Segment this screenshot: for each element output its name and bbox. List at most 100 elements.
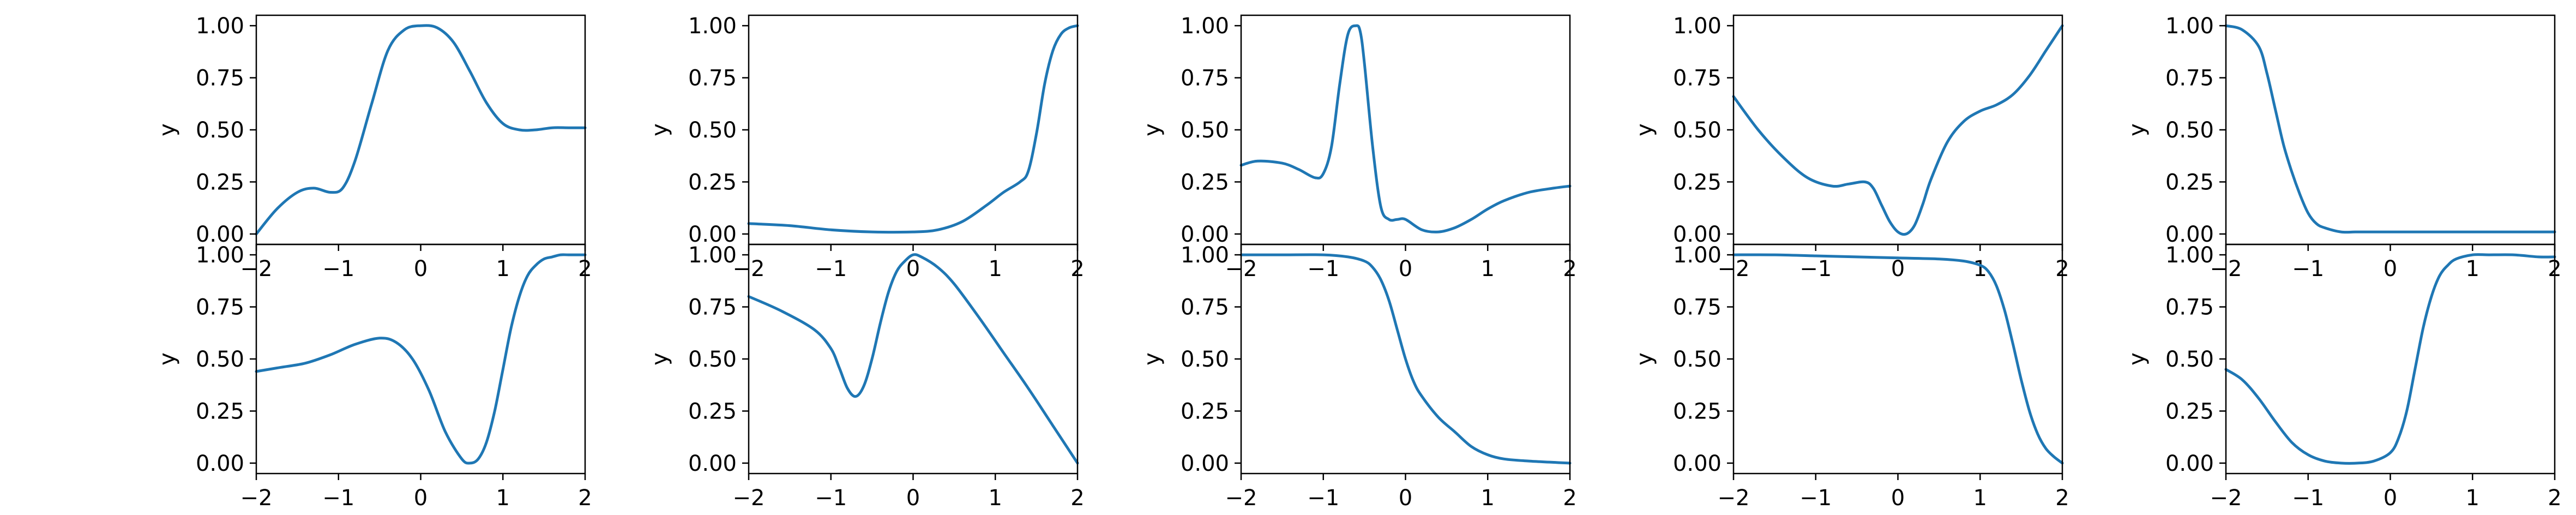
y-axis-label: y <box>155 123 180 136</box>
y-tick-label: 0.75 <box>1181 66 1229 91</box>
y-tick-label: 1.00 <box>196 243 244 268</box>
y-tick-label: 0.50 <box>1673 347 1722 372</box>
subplot-r1-c4: 0.00 0.25 0.50 0.75 1.00 −2 −1 0 1 2 y <box>2124 243 2562 511</box>
x-tick-label: 1 <box>1973 486 1987 511</box>
y-tick-label: 0.50 <box>196 347 244 372</box>
x-tick-label: 2 <box>2548 486 2561 511</box>
series-line <box>1732 253 2064 465</box>
axes-frame <box>1732 14 2063 245</box>
x-tick-label: 1 <box>496 486 510 511</box>
y-tick-label: 0.50 <box>688 118 737 143</box>
y-tick-label: 0.50 <box>1673 118 1722 143</box>
y-tick-label: 0.25 <box>2165 170 2214 195</box>
y-tick-label: 0.25 <box>196 170 244 195</box>
x-tick-label: 1 <box>2466 256 2479 282</box>
x-tick-label: −1 <box>1799 256 1832 282</box>
x-tick-label: −1 <box>1799 486 1832 511</box>
x-tick-label: 0 <box>1399 486 1412 511</box>
y-tick-label: 0.75 <box>1181 295 1229 320</box>
subplot-r0-c3: 0.000.250.500.751.00−2 −1 0 1 2y <box>1632 14 2069 282</box>
series-line <box>747 24 1079 234</box>
x-tick-label: 1 <box>989 256 1002 282</box>
y-tick-label: 0.75 <box>2165 66 2214 91</box>
y-tick-label: 1.00 <box>1673 14 1722 39</box>
x-tick-label: −2 <box>240 486 273 511</box>
y-tick-label: 1.00 <box>688 243 737 268</box>
y-tick-label: 0.00 <box>196 451 244 476</box>
series-line <box>255 24 587 236</box>
y-tick-label: 0.00 <box>1673 451 1722 476</box>
x-tick-label: −1 <box>1307 486 1339 511</box>
x-tick-label: 0 <box>1891 256 1905 282</box>
y-tick-label: 1.00 <box>1673 243 1722 268</box>
series-line <box>1239 253 1572 465</box>
axes-frame <box>2225 14 2556 245</box>
y-tick-label: 0.50 <box>196 118 244 143</box>
x-tick-label: −2 <box>1718 486 1750 511</box>
subplot-r1-c0: 0.00 0.25 0.50 0.75 1.00 −2 −1 0 1 2 y <box>155 243 592 511</box>
x-tick-label: −1 <box>2292 256 2324 282</box>
x-tick-label: 1 <box>1481 486 1495 511</box>
x-tick-label: −1 <box>815 256 847 282</box>
subplot-r1-c3: 0.00 0.25 0.50 0.75 1.00 −2 −1 0 1 2 y <box>1632 243 2069 511</box>
y-tick-label: 0.75 <box>196 295 244 320</box>
x-tick-label: −2 <box>733 486 765 511</box>
y-tick-label: 0.25 <box>196 399 244 424</box>
x-tick-label: 0 <box>1891 486 1905 511</box>
y-tick-label: 0.75 <box>688 66 737 91</box>
y-axis-label: y <box>647 123 672 136</box>
y-tick-label: 0.50 <box>2165 118 2214 143</box>
y-tick-label: 0.25 <box>1181 399 1229 424</box>
x-tick-label: 0 <box>414 256 428 282</box>
y-tick-label: 0.25 <box>1673 170 1722 195</box>
y-axis-label: y <box>2124 352 2150 366</box>
y-tick-label: 1.00 <box>196 14 244 39</box>
y-tick-label: 0.00 <box>1673 222 1722 247</box>
subplot-r0-c0: 0.000.250.500.751.00−2 −1 0 1 2y <box>155 14 592 282</box>
y-tick-label: 0.00 <box>196 222 244 247</box>
y-tick-label: 1.00 <box>1181 14 1229 39</box>
y-tick-label: 0.00 <box>1181 451 1229 476</box>
subplot-r0-c4: 0.000.250.500.751.00−2 −1 0 1 2y <box>2124 14 2562 282</box>
y-tick-label: 1.00 <box>688 14 737 39</box>
y-axis-label: y <box>1632 123 1657 136</box>
series-line <box>747 253 1079 465</box>
y-tick-label: 1.00 <box>1181 243 1229 268</box>
y-tick-label: 0.00 <box>2165 222 2214 247</box>
x-tick-label: 0 <box>906 486 920 511</box>
y-tick-label: 0.50 <box>1181 118 1229 143</box>
y-axis-label: y <box>155 352 180 366</box>
y-tick-label: 0.25 <box>688 399 737 424</box>
x-tick-label: −2 <box>2210 486 2242 511</box>
x-tick-label: 2 <box>1563 486 1576 511</box>
y-tick-label: 0.75 <box>1673 295 1722 320</box>
x-tick-label: 1 <box>1481 256 1495 282</box>
axes-frame <box>1240 14 1571 245</box>
subplot-r0-c1: 0.000.250.500.751.00−2 −1 0 1 2y <box>647 14 1085 282</box>
y-tick-label: 0.50 <box>1181 347 1229 372</box>
x-tick-label: −1 <box>322 256 354 282</box>
y-axis-label: y <box>1140 352 1165 366</box>
x-tick-label: −2 <box>1225 486 1257 511</box>
axes-frame <box>748 14 1079 245</box>
x-tick-label: 0 <box>906 256 920 282</box>
series-line <box>2224 24 2556 234</box>
y-axis-label: y <box>647 352 672 366</box>
subplot-r0-c2: 0.000.250.500.751.00−2 −1 0 1 2y <box>1140 14 1577 282</box>
subplot-r1-c1: 0.00 0.25 0.50 0.75 1.00 −2 −1 0 1 2 y <box>647 243 1085 511</box>
y-tick-label: 0.75 <box>1673 66 1722 91</box>
x-tick-label: 1 <box>2466 486 2479 511</box>
x-tick-label: 2 <box>578 486 592 511</box>
y-tick-label: 0.00 <box>2165 451 2214 476</box>
x-tick-label: 2 <box>2055 486 2069 511</box>
x-tick-label: −1 <box>322 486 354 511</box>
x-tick-label: −1 <box>1307 256 1339 282</box>
y-tick-label: 0.50 <box>2165 347 2214 372</box>
series-line <box>1732 24 2064 236</box>
y-tick-label: 0.00 <box>1181 222 1229 247</box>
y-tick-label: 0.25 <box>688 170 737 195</box>
y-tick-label: 0.00 <box>688 451 737 476</box>
y-tick-label: 0.25 <box>1673 399 1722 424</box>
series-line <box>1239 24 1572 233</box>
